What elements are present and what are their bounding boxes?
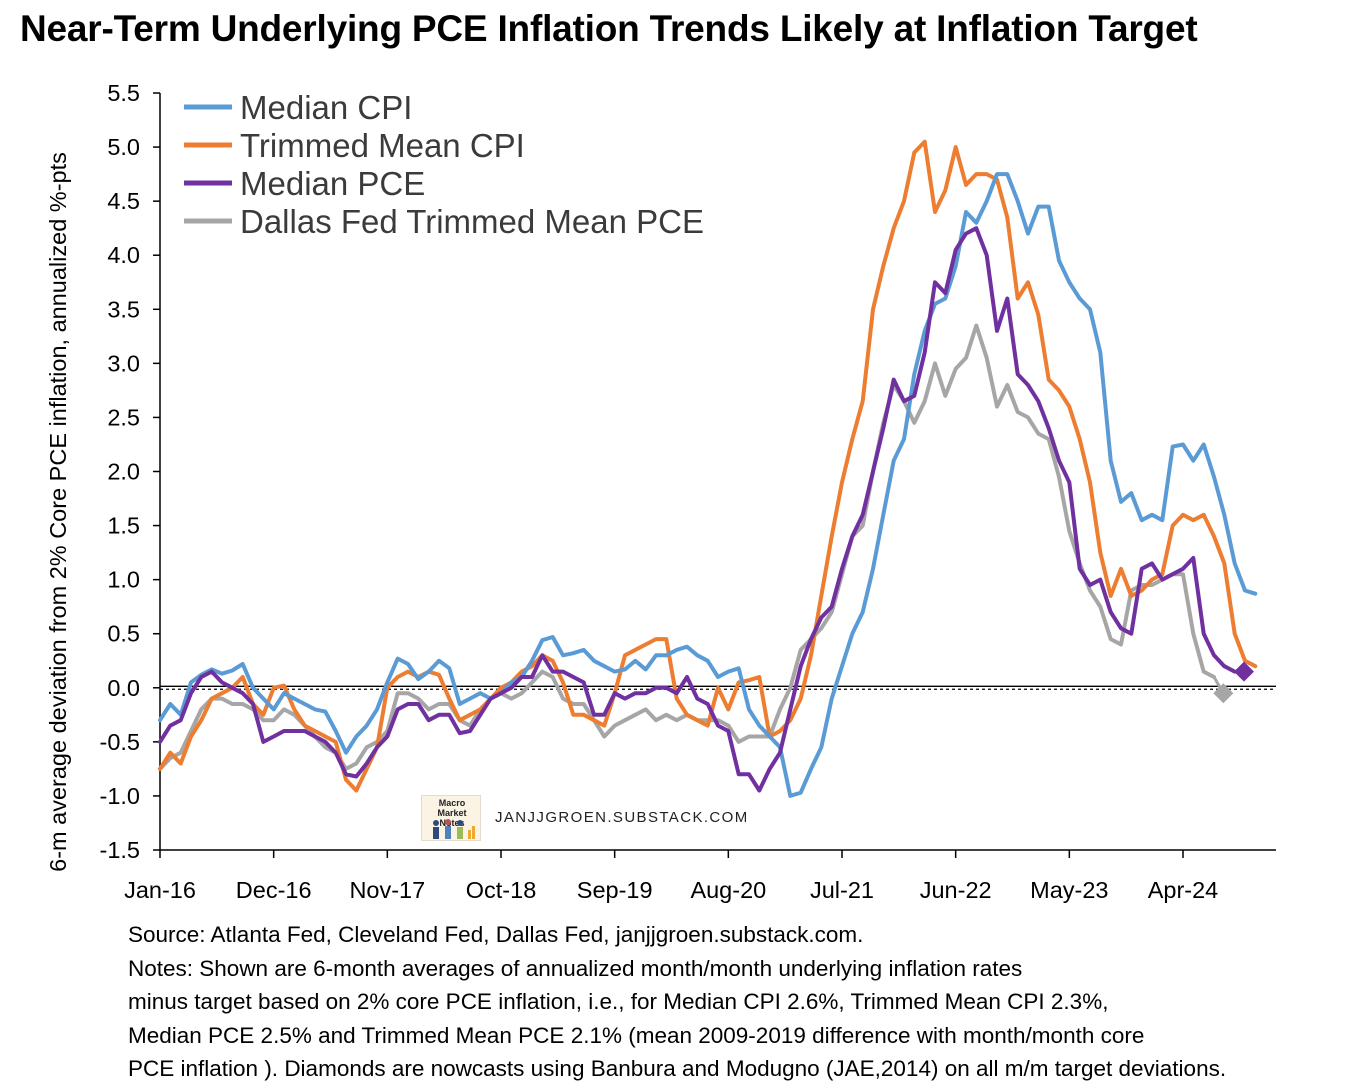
- x-tick-label: Sep-19: [577, 877, 653, 903]
- y-axis-label: 6-m average deviation from 2% Core PCE i…: [45, 152, 71, 872]
- logo: Macro Market Notes: [421, 795, 481, 841]
- nowcast-diamond: [1213, 683, 1234, 704]
- watermark-site: JANJJGROEN.SUBSTACK.COM: [495, 809, 749, 826]
- y-tick-label: 4.5: [107, 188, 140, 214]
- legend-entry: Trimmed Mean CPI: [240, 127, 525, 164]
- chart-title: Near-Term Underlying PCE Inflation Trend…: [20, 8, 1198, 49]
- y-tick-label: 3.0: [107, 350, 140, 376]
- x-tick-label: Apr-24: [1148, 877, 1219, 903]
- note-line: Source: Atlanta Fed, Cleveland Fed, Dall…: [128, 922, 864, 947]
- series-line-dallas-fed-trimmed-mean-pce: [158, 323, 1216, 771]
- y-tick-label: -1.5: [100, 837, 141, 863]
- y-tick-label: -1.0: [100, 783, 141, 809]
- y-tick-label: 3.5: [107, 296, 140, 322]
- x-tick-label: Dec-16: [236, 877, 312, 903]
- y-axis: 5.5 5.0 4.5 4.0 3.5 3.0 2.5 2.0 1.5 1.0 0.5 0.0 -0.5…: [100, 80, 161, 863]
- y-tick-label: 0.5: [107, 621, 140, 647]
- legend-entry: Dallas Fed Trimmed Mean PCE: [240, 203, 704, 240]
- y-tick-label: 5.5: [107, 80, 140, 106]
- series-layer: [158, 139, 1258, 798]
- logo-text: Macro Market Notes: [437, 798, 467, 828]
- y-tick-label: 2.5: [107, 404, 140, 430]
- legend-entry: Median PCE: [240, 165, 425, 202]
- x-axis: Jan-16 Dec-16 Nov-17 Oct-18 Sep-19 Aug-20 Jul-…: [124, 849, 1276, 903]
- legend-entry: Median CPI: [240, 89, 412, 126]
- x-tick-label: Jul-21: [810, 877, 874, 903]
- note-line: PCE inflation ). Diamonds are nowcasts u…: [128, 1056, 1227, 1081]
- y-tick-label: 1.0: [107, 567, 140, 593]
- x-tick-label: Nov-17: [349, 877, 425, 903]
- x-tick-label: Aug-20: [690, 877, 766, 903]
- note-line: minus target based on 2% core PCE inflat…: [128, 989, 1109, 1014]
- y-tick-label: 2.0: [107, 459, 140, 485]
- series-line-median-cpi: [158, 172, 1258, 798]
- y-tick-label: 4.0: [107, 242, 140, 268]
- x-tick-label: Jan-16: [124, 877, 196, 903]
- x-tick-label: May-23: [1030, 877, 1108, 903]
- x-tick-label: Jun-22: [920, 877, 992, 903]
- logo-figures-icon: [433, 819, 475, 839]
- y-tick-label: 0.0: [107, 675, 140, 701]
- series-line-median-pce: [158, 226, 1237, 793]
- y-tick-label: 1.5: [107, 513, 140, 539]
- source-notes: Source: Atlanta Fed, Cleveland Fed, Dall…: [128, 918, 1226, 1086]
- nowcast-diamond: [1233, 661, 1254, 682]
- note-line: Median PCE 2.5% and Trimmed Mean PCE 2.1…: [128, 1022, 1145, 1048]
- note-line: Notes: Shown are 6-month averages of ann…: [128, 955, 1023, 981]
- y-tick-label: 5.0: [107, 134, 140, 160]
- x-tick-label: Oct-18: [466, 877, 537, 903]
- y-tick-label: -0.5: [100, 729, 141, 755]
